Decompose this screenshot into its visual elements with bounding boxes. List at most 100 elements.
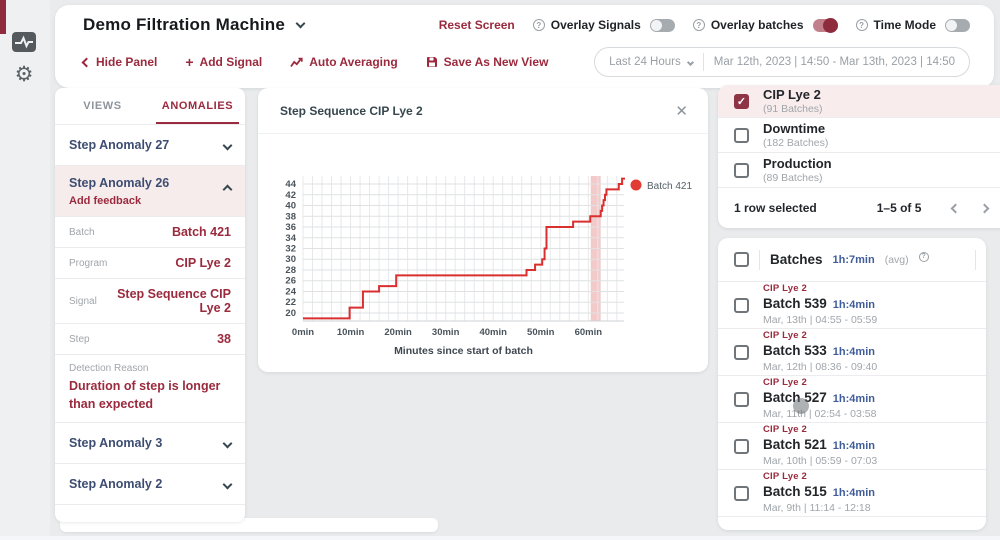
checkbox[interactable] bbox=[734, 344, 749, 360]
batch-name: Batch 539 bbox=[763, 296, 827, 312]
anomaly-item-27[interactable]: Step Anomaly 27 bbox=[55, 125, 245, 166]
detail-label: Batch bbox=[69, 226, 95, 238]
batch-name: Batch 533 bbox=[763, 343, 827, 359]
batches-header: Batches 1h:7min (avg) ? bbox=[718, 238, 986, 282]
type-row-production[interactable]: Production (89 Batches) bbox=[718, 153, 1000, 188]
select-all-checkbox[interactable] bbox=[734, 252, 749, 267]
plus-icon: + bbox=[185, 54, 194, 70]
anomalies-panel: VIEWS ANOMALIES Step Anomaly 27 Step Ano… bbox=[55, 88, 245, 522]
help-icon[interactable]: ? bbox=[692, 19, 705, 31]
type-row-downtime[interactable]: Downtime (182 Batches) bbox=[718, 118, 1000, 153]
type-name: Downtime bbox=[763, 121, 826, 137]
batch-types-card: ✓ CIP Lye 2 (91 Batches) Downtime (182 B… bbox=[718, 85, 1000, 228]
checkbox-checked[interactable]: ✓ bbox=[734, 93, 749, 109]
svg-text:36: 36 bbox=[285, 222, 296, 233]
detail-value: Step Sequence CIP Lye 2 bbox=[117, 287, 231, 315]
batch-row[interactable]: CIP Lye 2 Batch 515 1h:4min Mar, 9th | 11:1… bbox=[718, 470, 986, 517]
time-mode-toggle-group: ? Time Mode bbox=[855, 18, 970, 32]
svg-text:30min: 30min bbox=[432, 327, 460, 338]
batch-row[interactable]: CIP Lye 2 Batch 533 1h:4min Mar, 12th | 08:… bbox=[718, 329, 986, 376]
title-chevron-down-icon[interactable] bbox=[295, 18, 306, 29]
detail-row-batch: Batch Batch 421 bbox=[55, 217, 245, 248]
tab-views[interactable]: VIEWS bbox=[83, 100, 122, 112]
batches-card: Batches 1h:7min (avg) ? CIP Lye 2 Batch 5… bbox=[718, 238, 986, 530]
batches-title: Batches bbox=[770, 252, 823, 267]
avg-label: (avg) bbox=[884, 253, 909, 266]
detail-value: Batch 421 bbox=[171, 225, 231, 239]
anomaly-label: Step Anomaly 3 bbox=[69, 436, 163, 451]
overlay-batches-toggle[interactable] bbox=[812, 17, 838, 33]
page-next-icon[interactable] bbox=[979, 203, 990, 213]
divider bbox=[975, 249, 976, 270]
checkbox[interactable] bbox=[734, 297, 749, 313]
anomaly-label: Step Anomaly 2 bbox=[69, 477, 163, 492]
info-icon[interactable]: ? bbox=[918, 251, 929, 262]
page-prev-icon[interactable] bbox=[950, 203, 961, 213]
time-mode-toggle[interactable] bbox=[945, 18, 970, 32]
checkbox[interactable] bbox=[734, 485, 749, 501]
time-range-value[interactable]: Mar 12th, 2023 | 14:50 - Mar 13th, 2023 … bbox=[713, 56, 955, 68]
svg-text:60min: 60min bbox=[575, 327, 603, 338]
types-footer: 1 row selected 1–5 of 5 bbox=[718, 188, 1000, 228]
checkbox[interactable] bbox=[734, 391, 749, 407]
help-icon[interactable]: ? bbox=[855, 19, 868, 31]
svg-text:44: 44 bbox=[285, 179, 296, 190]
batch-row[interactable]: CIP Lye 2 Batch 539 1h:4min Mar, 13th | 04:… bbox=[718, 282, 986, 329]
add-signal-button[interactable]: + Add Signal bbox=[185, 54, 262, 70]
overlay-signals-toggle[interactable] bbox=[649, 18, 675, 32]
page-indicator: 1–5 of 5 bbox=[876, 201, 922, 215]
svg-text:40min: 40min bbox=[479, 327, 507, 338]
add-signal-label: Add Signal bbox=[199, 55, 263, 69]
anomaly-label: Step Anomaly 27 bbox=[69, 138, 170, 152]
hide-panel-button[interactable]: Hide Panel bbox=[81, 55, 157, 69]
time-preset-value: Last 24 Hours bbox=[609, 56, 681, 68]
help-icon[interactable]: ? bbox=[532, 19, 545, 31]
time-range-control: Last 24 Hours Mar 12th, 2023 | 14:50 - M… bbox=[594, 47, 970, 77]
type-count: (91 Batches) bbox=[763, 102, 823, 115]
type-name: CIP Lye 2 bbox=[763, 87, 821, 103]
anomaly-item-3[interactable]: Step Anomaly 3 bbox=[55, 423, 245, 465]
batch-duration: 1h:4min bbox=[832, 487, 875, 500]
time-preset-dropdown[interactable]: Last 24 Hours bbox=[609, 56, 694, 68]
save-as-new-view-button[interactable]: Save As New View bbox=[426, 55, 548, 69]
anomaly-item-2[interactable]: Step Anomaly 2 bbox=[55, 464, 245, 506]
batch-time: Mar, 9th | 11:14 - 12:18 bbox=[763, 502, 871, 515]
batch-row[interactable]: CIP Lye 2 Batch 527 1h:4min Mar, 11th | 02:… bbox=[718, 376, 986, 423]
checkbox[interactable] bbox=[734, 127, 749, 143]
auto-averaging-button[interactable]: Auto Averaging bbox=[290, 55, 398, 69]
trend-line-icon bbox=[290, 57, 303, 67]
settings-gear-icon[interactable]: ⚙ bbox=[14, 62, 34, 86]
legend-dot bbox=[630, 179, 642, 191]
svg-text:10min: 10min bbox=[337, 327, 365, 338]
reset-screen-button[interactable]: Reset Screen bbox=[438, 18, 515, 32]
brand-notch bbox=[0, 0, 6, 34]
close-icon[interactable]: ✕ bbox=[675, 102, 688, 120]
divider bbox=[759, 249, 760, 270]
batch-time: Mar, 11th | 02:54 - 03:58 bbox=[763, 408, 877, 421]
type-row-cip-lye-2[interactable]: ✓ CIP Lye 2 (91 Batches) bbox=[718, 85, 1000, 118]
svg-text:42: 42 bbox=[285, 190, 296, 201]
detail-row-program: Program CIP Lye 2 bbox=[55, 248, 245, 279]
header-card: Demo Filtration Machine Reset Screen ? O… bbox=[55, 5, 994, 88]
batch-row[interactable]: CIP Lye 2 Batch 521 1h:4min Mar, 10th | 05:… bbox=[718, 423, 986, 470]
svg-text:30: 30 bbox=[285, 254, 296, 265]
checkbox[interactable] bbox=[734, 438, 749, 454]
batch-name: Batch 527 bbox=[763, 390, 827, 406]
type-count: (89 Batches) bbox=[763, 171, 823, 184]
svg-text:34: 34 bbox=[285, 233, 296, 244]
anomaly-item-26-expanded[interactable]: Step Anomaly 26 Add feedback bbox=[55, 166, 245, 217]
overlay-batches-label: Overlay batches bbox=[710, 18, 804, 32]
trend-panel-icon[interactable] bbox=[11, 30, 37, 54]
mouse-cursor bbox=[793, 398, 809, 414]
batch-duration: 1h:4min bbox=[832, 346, 875, 359]
tab-anomalies[interactable]: ANOMALIES bbox=[150, 88, 245, 124]
bottom-strip bbox=[0, 536, 1000, 540]
chevron-down-icon bbox=[222, 479, 233, 490]
auto-averaging-label: Auto Averaging bbox=[309, 55, 398, 69]
batch-program: CIP Lye 2 bbox=[763, 423, 808, 435]
save-icon bbox=[426, 57, 437, 67]
checkbox[interactable] bbox=[734, 162, 749, 178]
add-feedback-link[interactable]: Add feedback bbox=[69, 195, 142, 207]
page-title: Demo Filtration Machine bbox=[83, 15, 286, 34]
